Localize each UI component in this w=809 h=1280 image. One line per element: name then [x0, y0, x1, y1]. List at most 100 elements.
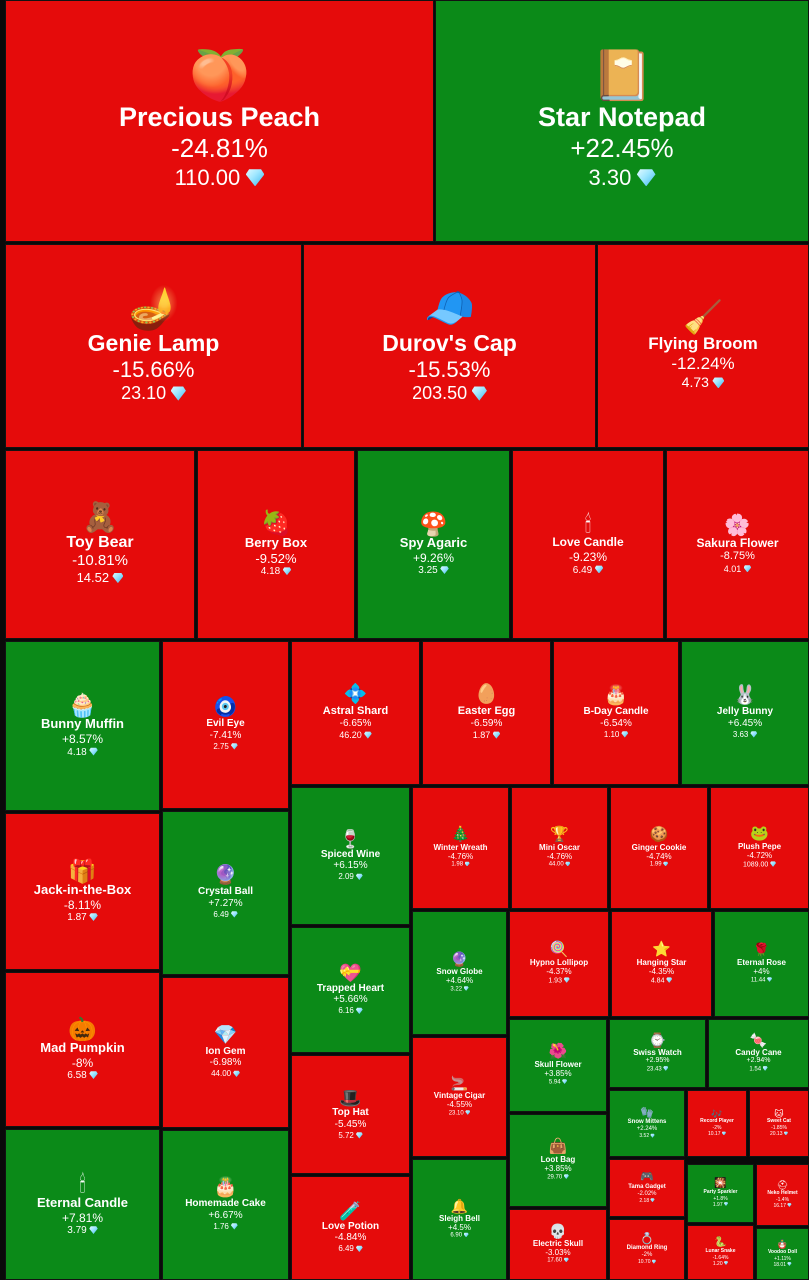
- tile-party-sparkler[interactable]: 🎇 Party Sparkler +1.8% 1.97: [687, 1164, 754, 1223]
- tile-neko-helmet[interactable]: ⛑ Neko Helmet -1.4% 16.17: [756, 1164, 809, 1226]
- gem-icon: [770, 861, 776, 867]
- tile-berry-box[interactable]: 🍓 Berry Box -9.52% 4.18: [197, 450, 355, 639]
- gem-icon: [440, 566, 449, 575]
- price-value: 1.76: [213, 1221, 229, 1231]
- durov-s-cap-icon: 🧢: [423, 285, 476, 332]
- gem-icon: [463, 1232, 469, 1238]
- plush-pepe-icon: 🐸: [750, 825, 769, 843]
- tile-price: 4.18: [67, 747, 98, 759]
- tile-jack-in-the-box[interactable]: 🎁 Jack-in-the-Box -8.11% 1.87: [5, 813, 160, 970]
- tile-love-candle[interactable]: 🕯 Love Candle -9.23% 6.49: [512, 450, 664, 639]
- tile-plush-pepe[interactable]: 🐸 Plush Pepe -4.72% 1089.00: [710, 787, 809, 909]
- easter-egg-icon: 🥚: [474, 684, 499, 706]
- tile-change: -8%: [71, 1055, 94, 1070]
- hypno-lollipop-icon: 🍭: [549, 941, 569, 959]
- tile-price: 2.18: [639, 1198, 655, 1204]
- gem-icon: [233, 1070, 240, 1078]
- eternal-candle-icon: 🕯: [79, 1170, 86, 1197]
- tile-change: -4.84%: [334, 1232, 367, 1244]
- tile-astral-shard[interactable]: 💠 Astral Shard -6.65% 46.20: [291, 641, 420, 785]
- tile-change: -4.37%: [546, 967, 572, 977]
- tile-eternal-candle[interactable]: 🕯 Eternal Candle +7.81% 3.79: [5, 1129, 160, 1280]
- gem-icon: [594, 565, 604, 574]
- tile-genie-lamp[interactable]: 🪔 Genie Lamp -15.66% 23.10: [5, 244, 302, 448]
- tile-ginger-cookie[interactable]: 🍪 Ginger Cookie -4.74% 1.99: [610, 787, 708, 909]
- tile-toy-bear[interactable]: 🧸 Toy Bear -10.81% 14.52: [5, 450, 195, 639]
- tile-price: 5.72: [338, 1131, 363, 1141]
- tile-spiced-wine[interactable]: 🍷 Spiced Wine +6.15% 2.09: [291, 787, 410, 925]
- tile-star-notepad[interactable]: 📔 Star Notepad +22.45% 3.30: [435, 0, 809, 242]
- tile-vintage-cigar[interactable]: 🚬 Vintage Cigar -4.55% 23.10: [412, 1037, 507, 1157]
- tile-hanging-star[interactable]: ⭐ Hanging Star -4.35% 4.84: [611, 911, 712, 1017]
- top-hat-icon: 🎩: [339, 1087, 362, 1108]
- tile-candy-cane[interactable]: 🍬 Candy Cane +2.94% 1.54: [708, 1019, 809, 1088]
- tile-homemade-cake[interactable]: 🎂 Homemade Cake +6.67% 1.76: [162, 1130, 289, 1280]
- gem-icon: [464, 861, 470, 867]
- tile-price: 20.13: [770, 1131, 788, 1137]
- tile-crystal-ball[interactable]: 🔮 Crystal Ball +7.27% 6.49: [162, 811, 289, 975]
- tile-price: 16.17: [773, 1202, 792, 1209]
- price-value: 10.70: [637, 1259, 651, 1266]
- price-value: 3.63: [732, 729, 749, 739]
- tile-skull-flower[interactable]: 🌺 Skull Flower +3.85% 5.94: [509, 1019, 607, 1112]
- tile-mad-pumpkin[interactable]: 🎃 Mad Pumpkin -8% 6.58: [5, 972, 160, 1127]
- tile-name: Astral Shard: [322, 705, 389, 718]
- tile-name: Sleigh Bell: [439, 1213, 480, 1223]
- tile-record-player[interactable]: 🎶 Record Player -2% 10.17: [687, 1090, 747, 1157]
- tile-lunar-snake[interactable]: 🐍 Lunar Snake -1.64% 1.20: [687, 1225, 754, 1280]
- tile-ion-gem[interactable]: 💎 Ion Gem -6.98% 44.00: [162, 977, 289, 1128]
- tile-sleigh-bell[interactable]: 🔔 Sleigh Bell +4.5% 6.90: [412, 1159, 507, 1280]
- tile-change: +2.95%: [645, 1057, 670, 1065]
- tile-spy-agaric[interactable]: 🍄 Spy Agaric +9.26% 3.25: [357, 450, 510, 639]
- gem-icon: [355, 1007, 363, 1015]
- tile-sakura-flower[interactable]: 🌸 Sakura Flower -8.75% 4.01: [666, 450, 809, 639]
- tile-price: 44.00: [211, 1069, 240, 1079]
- tile-trapped-heart[interactable]: 💝 Trapped Heart +5.66% 6.16: [291, 927, 410, 1053]
- tile-change: +6.45%: [727, 717, 763, 729]
- tile-price: 1.93: [548, 977, 570, 986]
- price-value: 16.17: [773, 1202, 786, 1209]
- tile-diamond-ring[interactable]: 💍 Diamond Ring -2% 10.70: [609, 1219, 685, 1280]
- gem-icon: [563, 977, 570, 983]
- tile-name: Electric Skull: [532, 1238, 584, 1248]
- tile-hypno-lollipop[interactable]: 🍭 Hypno Lollipop -4.37% 1.93: [509, 911, 609, 1017]
- tile-bunny-muffin[interactable]: 🧁 Bunny Muffin +8.57% 4.18: [5, 641, 160, 811]
- tile-snow-globe[interactable]: 🔮 Snow Globe +4.64% 3.22: [412, 911, 507, 1035]
- tile-price: 14.52: [77, 570, 124, 586]
- tile-electric-skull[interactable]: 💀 Electric Skull -3.03% 17.60: [509, 1209, 607, 1280]
- gem-icon: [89, 1226, 98, 1235]
- tile-tama-gadget[interactable]: 🎮 Tama Gadget -2.02% 2.18: [609, 1159, 685, 1217]
- tile-loot-bag[interactable]: 👜 Loot Bag +3.85% 29.70: [509, 1114, 607, 1207]
- tile-change: -4.35%: [648, 967, 675, 977]
- tile-b-day-candle[interactable]: 🎂 B-Day Candle -6.54% 1.10: [553, 641, 679, 785]
- tile-name: Hypno Lollipop: [529, 958, 589, 968]
- tile-easter-egg[interactable]: 🥚 Easter Egg -6.59% 1.87: [422, 641, 551, 785]
- tile-winter-wreath[interactable]: 🎄 Winter Wreath -4.76% 1.98: [412, 787, 509, 909]
- tile-jelly-bunny[interactable]: 🐰 Jelly Bunny +6.45% 3.63: [681, 641, 809, 785]
- tile-love-potion[interactable]: 🧪 Love Potion -4.84% 6.49: [291, 1176, 410, 1280]
- trapped-heart-icon: 💝: [339, 963, 362, 983]
- tile-top-hat[interactable]: 🎩 Top Hat -5.45% 5.72: [291, 1055, 410, 1174]
- tile-voodoo-doll[interactable]: 🪆 Voodoo Doll +1.11% 18.01: [756, 1228, 809, 1280]
- love-candle-icon: 🕯: [584, 511, 592, 538]
- tile-name: Jack-in-the-Box: [33, 881, 132, 897]
- tile-price: 1.97: [713, 1202, 729, 1208]
- tile-swiss-watch[interactable]: ⌚ Swiss Watch +2.95% 23.43: [609, 1019, 706, 1088]
- jack-in-the-box-icon: 🎁: [68, 857, 97, 884]
- tile-price: 203.50: [412, 383, 487, 405]
- gem-icon: [282, 567, 292, 576]
- tile-durov-s-cap[interactable]: 🧢 Durov's Cap -15.53% 203.50: [303, 244, 596, 448]
- tile-eternal-rose[interactable]: 🌹 Eternal Rose +4% 11.44: [714, 911, 809, 1017]
- tile-name: Star Notepad: [537, 102, 707, 133]
- tile-price: 4.18: [261, 566, 292, 578]
- tile-mini-oscar[interactable]: 🏆 Mini Oscar -4.76% 44.00: [511, 787, 608, 909]
- tile-sweet-cat[interactable]: 🐱 Sweet Cat -1.85% 20.13: [749, 1090, 809, 1157]
- tile-snow-mittens[interactable]: 🧤 Snow Mittens +2.24% 3.52: [609, 1090, 685, 1157]
- tile-price: 10.17: [708, 1131, 726, 1137]
- tile-change: -6.98%: [209, 1057, 242, 1069]
- tile-evil-eye[interactable]: 🧿 Evil Eye -7.41% 2.75: [162, 641, 289, 809]
- tile-precious-peach[interactable]: 🍑 Precious Peach -24.81% 110.00: [5, 0, 434, 242]
- price-value: 6.16: [338, 1006, 354, 1016]
- tile-price: 6.90: [450, 1232, 469, 1240]
- tile-flying-broom[interactable]: 🧹 Flying Broom -12.24% 4.73: [597, 244, 809, 448]
